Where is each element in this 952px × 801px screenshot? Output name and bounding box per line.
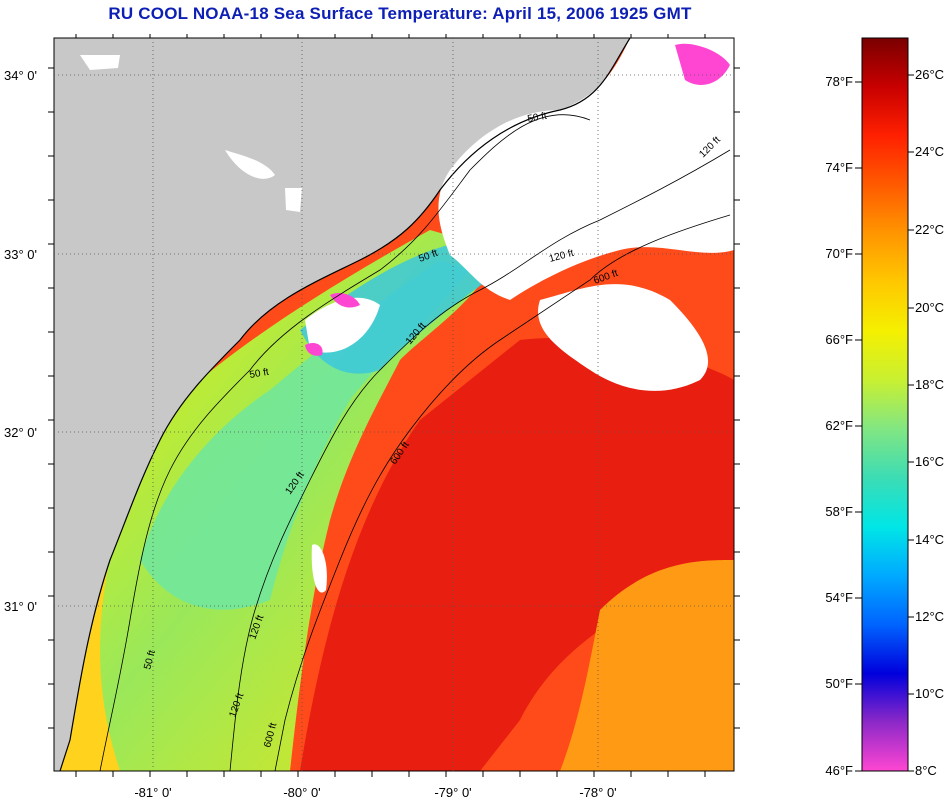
contour-50ft [99,114,591,771]
colorbar-f-label: 46°F [825,763,853,778]
longitude-label: -81° 0' [134,785,171,800]
map-frame [53,37,735,772]
colorbar-f-label: 62°F [825,418,853,433]
cloud-edge-artifact [675,43,730,85]
warm-eddy [560,560,734,771]
sst-imagery [54,38,734,771]
colorbar-c-label: 20°C [915,300,944,315]
longitude-label: -79° 0' [434,785,471,800]
contour-label: 50 ft [527,111,548,125]
land-mass [54,38,630,771]
contour-600ft [274,214,731,771]
latitude-labels: 34° 0' 33° 0' 32° 0' 31° 0' [4,68,37,614]
colorbar-f-label: 66°F [825,332,853,347]
latitude-label: 31° 0' [4,599,37,614]
longitude-labels: -81° 0' -80° 0' -79° 0' -78° 0' [134,785,616,800]
colorbar-f-label: 58°F [825,504,853,519]
inland-lake [225,150,275,179]
colorbar-c-label: 12°C [915,609,944,624]
colorbar-celsius-labels: 26°C 24°C 22°C 20°C 18°C 16°C 14°C 12°C 10°C 8°C [908,67,944,778]
graticule [54,38,734,771]
colorbar-fahrenheit-labels: 78°F 74°F 70°F 66°F 62°F 58°F 54°F 50°F 46°F [825,74,862,778]
contour-label: 50 ft [249,367,270,381]
colorbar-f-label: 50°F [825,676,853,691]
latitude-label: 32° 0' [4,425,37,440]
colorbar-c-label: 14°C [915,532,944,547]
colorbar-c-label: 16°C [915,454,944,469]
colorbar-f-label: 70°F [825,246,853,261]
colorbar-c-label: 26°C [915,67,944,82]
cloud-edge-artifact [330,293,360,308]
cloud-patch-nearshore [305,297,380,353]
axis-ticks [48,34,740,777]
gulf-stream-core [300,338,734,771]
coastline [59,38,631,771]
contour-label: 50 ft [142,649,158,671]
colorbar [861,37,909,772]
cloud-patch-east [538,284,709,391]
latitude-label: 33° 0' [4,247,37,262]
cloud-patch-south [311,544,327,593]
colorbar-c-label: 24°C [915,144,944,159]
longitude-label: -78° 0' [579,785,616,800]
colorbar-c-label: 18°C [915,377,944,392]
cloud-cover-north [438,38,734,300]
colorbar-f-label: 78°F [825,74,853,89]
colorbar-c-label: 10°C [915,686,944,701]
colorbar-f-label: 54°F [825,590,853,605]
colorbar-c-label: 8°C [915,763,937,778]
contour-120ft [229,149,731,771]
inland-lake [80,55,120,70]
inland-lake [285,188,302,212]
map-title: RU COOL NOAA-18 Sea Surface Temperature:… [108,4,692,23]
cloud-edge-artifact [305,343,323,356]
colorbar-f-label: 74°F [825,160,853,175]
longitude-label: -80° 0' [283,785,320,800]
latitude-label: 34° 0' [4,68,37,83]
colorbar-c-label: 22°C [915,222,944,237]
